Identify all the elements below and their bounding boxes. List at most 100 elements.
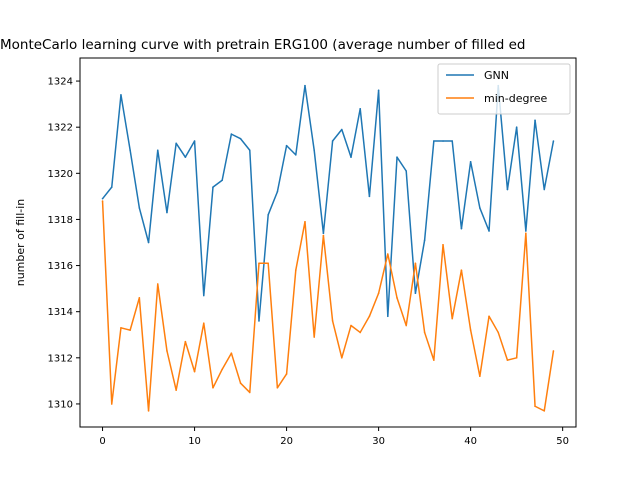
point-gnn-22: [304, 84, 306, 87]
series-line-min-degree: [101, 200, 555, 412]
legend-label-min-degree: min-degree: [484, 92, 547, 105]
series-line-gnn: [101, 84, 555, 322]
point-min-degree-22: [304, 220, 306, 223]
y-tick-label-2: 1314: [48, 307, 73, 318]
x-tick-label-3: 30: [372, 436, 385, 447]
point-min-degree-27: [350, 324, 352, 327]
legend-box: [437, 63, 571, 115]
point-gnn-21: [294, 154, 297, 156]
point-min-degree-43: [497, 331, 500, 334]
point-gnn-35: [423, 239, 426, 241]
point-gnn-3: [129, 149, 131, 152]
point-min-degree-0: [101, 200, 104, 202]
y-tick-label-0: 1310: [48, 399, 73, 410]
point-gnn-38: [451, 140, 454, 142]
legend: GNN min-degree: [437, 63, 571, 115]
x-tick-label-5: 50: [556, 436, 569, 447]
y-tick-label-6: 1322: [48, 123, 73, 134]
point-min-degree-17: [258, 262, 260, 265]
point-min-degree-11: [202, 322, 205, 325]
point-gnn-7: [166, 211, 168, 214]
point-min-degree-14: [230, 352, 233, 355]
point-gnn-33: [405, 170, 408, 172]
point-min-degree-33: [405, 324, 408, 327]
point-gnn-0: [101, 197, 104, 200]
point-gnn-31: [387, 315, 389, 318]
point-min-degree-41: [479, 375, 481, 378]
point-gnn-49: [552, 140, 555, 142]
point-min-degree-39: [460, 269, 463, 271]
point-gnn-39: [460, 227, 463, 230]
point-min-degree-3: [129, 329, 131, 331]
point-min-degree-32: [396, 297, 398, 299]
point-gnn-18: [267, 214, 269, 216]
point-min-degree-29: [368, 315, 371, 318]
x-tick-label-2: 20: [280, 436, 293, 447]
point-gnn-4: [138, 207, 141, 209]
x-tick-label-4: 40: [464, 436, 477, 447]
point-min-degree-38: [451, 317, 454, 320]
point-min-degree-4: [138, 297, 141, 299]
point-min-degree-1: [110, 403, 113, 405]
point-min-degree-19: [276, 386, 279, 389]
point-gnn-41: [479, 207, 481, 209]
point-min-degree-24: [322, 234, 325, 237]
point-min-degree-37: [442, 244, 444, 246]
point-min-degree-30: [377, 292, 380, 295]
point-min-degree-7: [166, 350, 168, 352]
point-gnn-46: [525, 230, 527, 232]
point-min-degree-42: [488, 315, 490, 318]
point-min-degree-10: [193, 370, 196, 373]
x-tick-label-0: 0: [99, 436, 105, 447]
point-min-degree-45: [515, 357, 518, 359]
point-gnn-26: [341, 128, 343, 131]
point-gnn-15: [239, 137, 242, 140]
point-gnn-16: [248, 149, 251, 152]
point-min-degree-49: [552, 350, 555, 352]
point-gnn-42: [488, 230, 490, 232]
point-min-degree-6: [156, 283, 159, 285]
point-gnn-9: [184, 156, 187, 158]
point-gnn-40: [469, 160, 472, 163]
point-min-degree-21: [294, 269, 297, 271]
x-tick-label-1: 10: [188, 436, 201, 447]
point-gnn-34: [414, 292, 417, 295]
point-min-degree-34: [414, 262, 417, 265]
point-min-degree-31: [387, 253, 389, 255]
point-min-degree-40: [469, 329, 472, 331]
point-gnn-17: [258, 320, 260, 322]
point-min-degree-2: [120, 327, 122, 329]
point-gnn-8: [175, 142, 177, 145]
legend-label-gnn: GNN: [484, 69, 509, 82]
point-gnn-11: [202, 294, 205, 297]
point-min-degree-16: [248, 391, 251, 394]
point-gnn-13: [221, 179, 223, 182]
point-min-degree-20: [285, 373, 288, 375]
point-min-degree-23: [313, 336, 316, 338]
y-tick-label-5: 1320: [48, 169, 73, 180]
point-gnn-36: [433, 140, 435, 142]
point-gnn-10: [193, 140, 196, 142]
point-gnn-32: [396, 156, 398, 158]
point-gnn-44: [506, 188, 509, 191]
point-gnn-12: [212, 186, 214, 188]
point-min-degree-9: [184, 340, 187, 343]
point-min-degree-8: [175, 389, 177, 391]
point-min-degree-25: [331, 320, 334, 322]
point-gnn-20: [285, 144, 288, 147]
point-min-degree-18: [267, 262, 269, 265]
point-min-degree-28: [359, 331, 362, 334]
point-gnn-5: [147, 241, 150, 244]
point-gnn-1: [110, 186, 113, 188]
y-tick-label-3: 1316: [48, 261, 73, 272]
point-min-degree-47: [534, 405, 536, 408]
point-min-degree-44: [506, 359, 509, 361]
chart-title: MonteCarlo learning curve with pretrain …: [0, 37, 525, 53]
point-min-degree-36: [433, 359, 435, 361]
y-tick-label-4: 1318: [48, 215, 73, 226]
point-gnn-37: [442, 140, 444, 142]
point-gnn-23: [313, 149, 316, 152]
plot-frame: [79, 57, 577, 428]
y-tick-label-1: 1312: [48, 353, 73, 364]
